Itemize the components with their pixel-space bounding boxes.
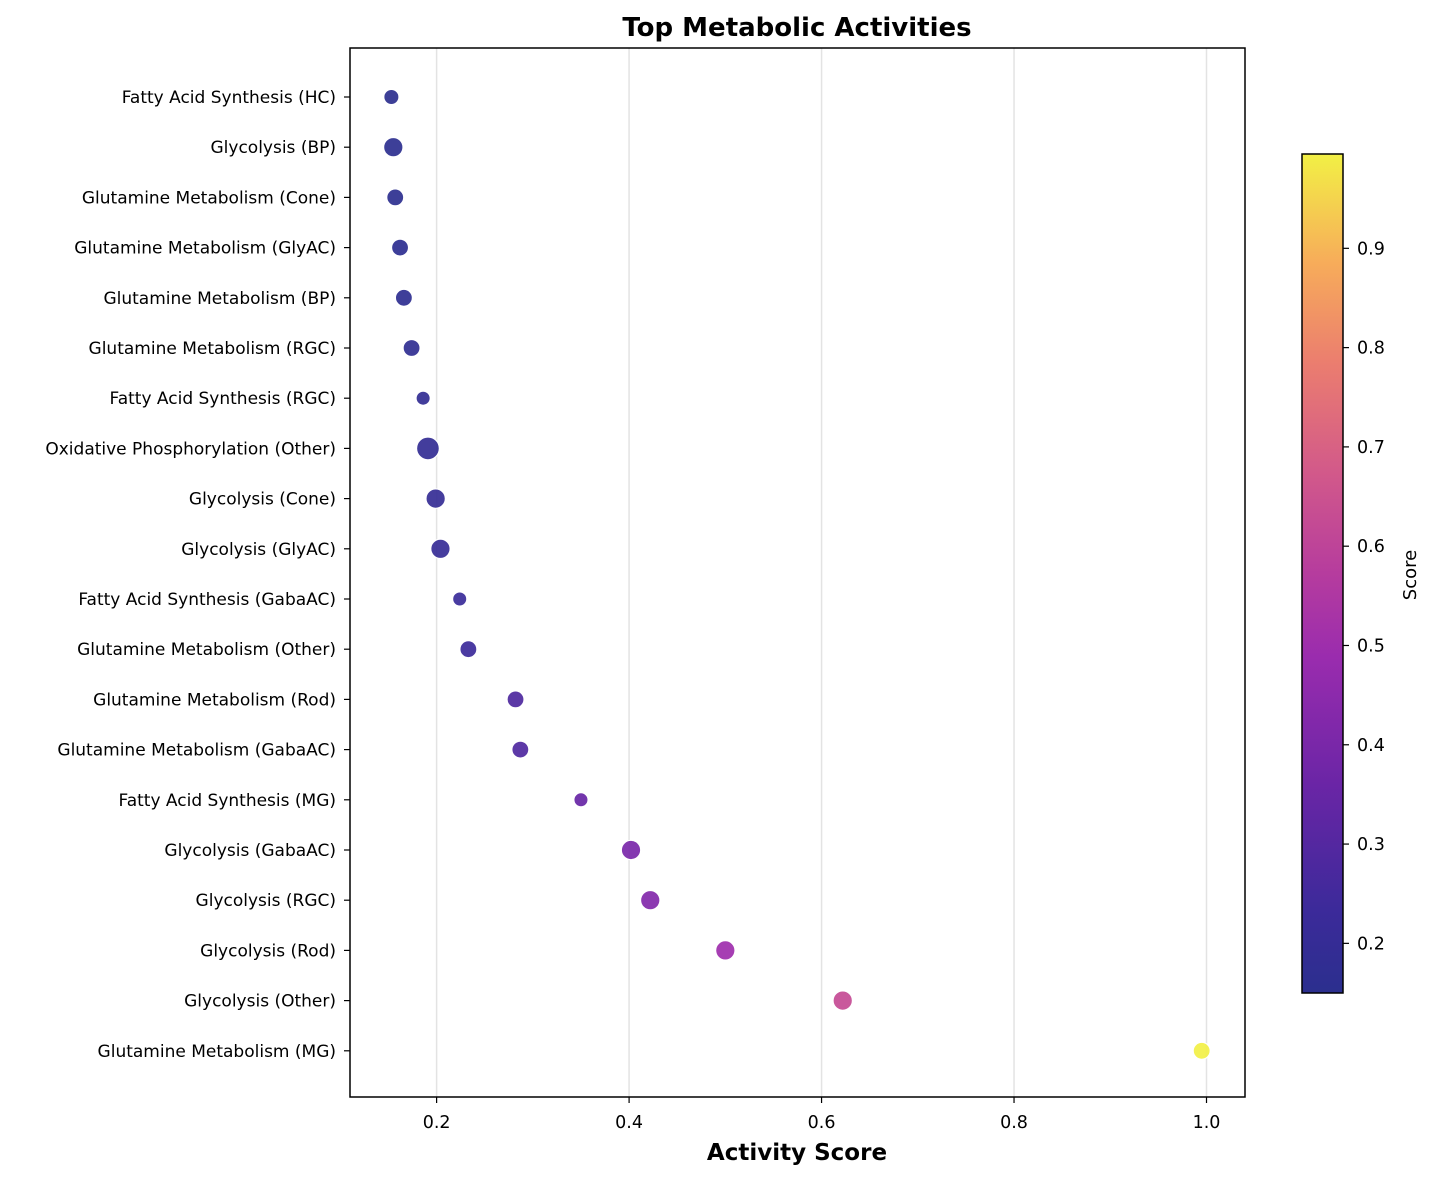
x-axis-ticks: 0.2 0.4 0.6 0.8 1.0 bbox=[423, 1097, 1221, 1133]
colorbar-tick-label: 0.5 bbox=[1357, 636, 1385, 656]
data-point bbox=[383, 136, 404, 158]
grid-lines bbox=[435, 48, 1208, 1097]
data-point bbox=[402, 338, 421, 358]
y-tick-label: Glycolysis (RGC) bbox=[196, 891, 336, 911]
x-tick-label: 0.8 bbox=[1000, 1113, 1028, 1133]
colorbar-tick-label: 0.8 bbox=[1357, 339, 1385, 359]
y-tick-label: Glycolysis (Cone) bbox=[189, 490, 336, 510]
y-tick-label: Glycolysis (GlyAC) bbox=[181, 540, 336, 560]
data-point bbox=[832, 990, 854, 1011]
data-point bbox=[451, 591, 468, 607]
data-point bbox=[511, 740, 530, 759]
colorbar-tick-label: 0.2 bbox=[1357, 934, 1385, 954]
data-point bbox=[1192, 1041, 1211, 1060]
data-point bbox=[459, 640, 478, 659]
data-point bbox=[394, 288, 413, 307]
y-tick-label: Fatty Acid Synthesis (RGC) bbox=[109, 389, 336, 409]
data-point bbox=[620, 839, 642, 861]
y-tick-label: Glutamine Metabolism (Cone) bbox=[82, 188, 336, 208]
y-tick-label: Glycolysis (BP) bbox=[210, 138, 336, 158]
y-tick-label: Glutamine Metabolism (GabaAC) bbox=[57, 741, 336, 761]
data-point bbox=[390, 238, 410, 257]
data-point bbox=[425, 488, 446, 509]
x-tick-label: 1.0 bbox=[1193, 1113, 1221, 1133]
colorbar-tick-label: 0.4 bbox=[1357, 736, 1385, 756]
y-tick-label: Glutamine Metabolism (Other) bbox=[77, 640, 336, 660]
y-tick-label: Glutamine Metabolism (MG) bbox=[98, 1042, 336, 1062]
data-point bbox=[415, 390, 431, 406]
y-tick-label: Glycolysis (GabaAC) bbox=[164, 841, 336, 861]
y-tick-label: Oxidative Phosphorylation (Other) bbox=[45, 439, 336, 459]
y-tick-label: Glutamine Metabolism (GlyAC) bbox=[74, 239, 336, 259]
category-labels: Fatty Acid Synthesis (HC) Glycolysis (BP)… bbox=[45, 88, 350, 1062]
y-tick-label: Glutamine Metabolism (Rod) bbox=[93, 690, 336, 710]
x-tick-label: 0.6 bbox=[808, 1113, 836, 1133]
data-point bbox=[573, 792, 589, 808]
y-tick-label: Fatty Acid Synthesis (MG) bbox=[119, 791, 337, 811]
data-point bbox=[715, 940, 736, 961]
data-point bbox=[639, 889, 661, 911]
colorbar-tick-label: 0.6 bbox=[1357, 537, 1385, 557]
scatter-points bbox=[383, 88, 1211, 1060]
colorbar-tick-label: 0.3 bbox=[1357, 835, 1385, 855]
chart-title: Top Metabolic Activities bbox=[622, 13, 971, 43]
colorbar-label: Score bbox=[1400, 550, 1421, 600]
y-tick-label: Glycolysis (Other) bbox=[184, 992, 336, 1012]
data-point bbox=[430, 538, 451, 560]
colorbar-tick-label: 0.7 bbox=[1357, 438, 1385, 458]
data-point bbox=[506, 690, 525, 709]
y-tick-label: Glycolysis (Rod) bbox=[200, 941, 336, 961]
y-tick-label: Glutamine Metabolism (RGC) bbox=[89, 339, 336, 359]
data-point bbox=[383, 88, 400, 106]
data-point bbox=[415, 436, 440, 461]
y-tick-label: Fatty Acid Synthesis (HC) bbox=[122, 88, 336, 108]
colorbar bbox=[1301, 153, 1344, 994]
y-tick-label: Fatty Acid Synthesis (GabaAC) bbox=[78, 590, 336, 610]
x-axis-label: Activity Score bbox=[707, 1140, 887, 1166]
data-point bbox=[386, 188, 405, 207]
y-tick-label: Glutamine Metabolism (BP) bbox=[103, 289, 336, 309]
x-tick-label: 0.4 bbox=[615, 1113, 643, 1133]
x-tick-label: 0.2 bbox=[423, 1113, 451, 1133]
colorbar-tick-label: 0.9 bbox=[1357, 239, 1385, 259]
colorbar-ticks: 0.2 0.3 0.4 0.5 0.6 0.7 0.8 0.9 bbox=[1343, 239, 1385, 954]
plot-frame bbox=[349, 47, 1246, 1098]
